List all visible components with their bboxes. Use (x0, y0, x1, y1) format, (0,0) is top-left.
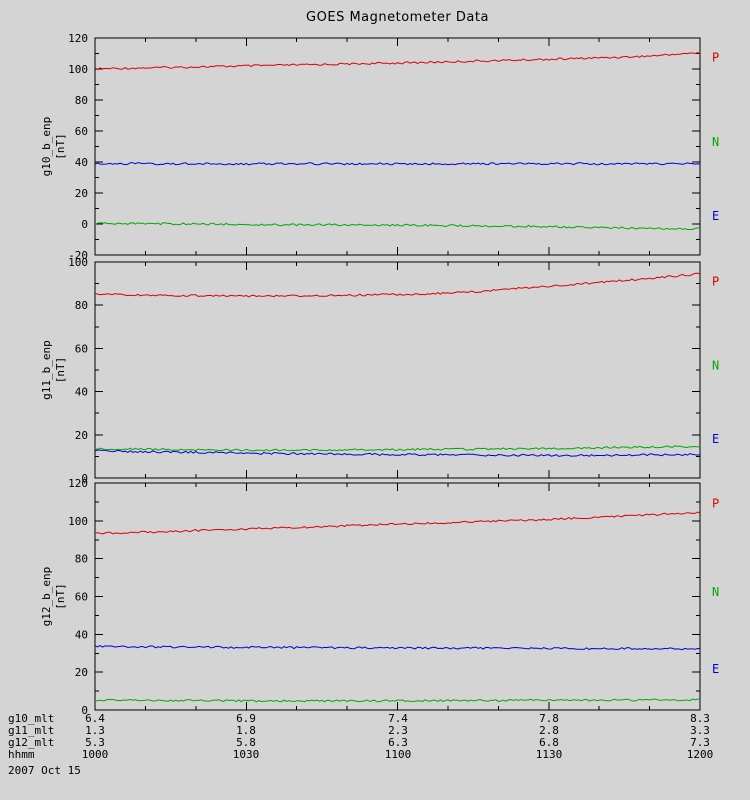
series-label-g12-E: E (712, 662, 719, 676)
footer-row-label: g11_mlt (8, 724, 55, 737)
series-label-g11-E: E (712, 432, 719, 446)
series-line-g12-E (94, 645, 701, 651)
footer-row-g12-mlt: g12_mlt 5.3 5.8 6.3 6.8 7.3 (0, 736, 750, 749)
footer-value: 7.3 (690, 736, 710, 749)
series-label-g12-N: N (712, 585, 719, 599)
series-line-g10-P (94, 52, 701, 71)
y-tick-label: 120 (68, 32, 88, 45)
footer-value: 3.3 (690, 724, 710, 737)
footer-value: 5.8 (236, 736, 256, 749)
y-tick-label: 100 (68, 256, 88, 269)
series-line-g11-P (94, 272, 701, 298)
plot-title: GOES Magnetometer Data (306, 10, 489, 25)
footer-value: 2.3 (388, 724, 408, 737)
x-tick-label: 1100 (384, 748, 412, 761)
y-tick-label: 80 (75, 553, 88, 566)
series-label-g10-N: N (712, 135, 719, 149)
footer-row-g11-mlt: g11_mlt 1.3 1.8 2.3 2.8 3.3 (0, 724, 750, 737)
footer-value: 6.8 (539, 736, 559, 749)
footer-value: 6.3 (388, 736, 408, 749)
panel-g11: 0 20 40 60 80 100 g11_b_enp [nT] P N E (40, 256, 719, 485)
y-axis-unit: [nT] (54, 583, 67, 610)
series-label-g10-E: E (712, 209, 719, 223)
series-line-g11-E (94, 449, 701, 457)
footer-value: 6.9 (236, 712, 256, 725)
footer-row-g10-mlt: g10_mlt 6.4 6.9 7.4 7.8 8.3 (0, 712, 750, 725)
footer-value: 7.4 (388, 712, 408, 725)
series-label-g11-P: P (712, 274, 719, 288)
panel-axes (94, 482, 701, 711)
date-label: 2007 Oct 15 (8, 764, 81, 777)
x-tick-label: 1030 (232, 748, 260, 761)
footer-row-label: g10_mlt (8, 712, 55, 725)
footer-value: 2.8 (539, 724, 559, 737)
y-tick-label: 0 (81, 472, 88, 485)
footer-value: 7.8 (539, 712, 559, 725)
footer-value: 5.3 (85, 736, 105, 749)
y-tick-label: 20 (75, 666, 88, 679)
series-line-g12-P (94, 511, 701, 535)
y-tick-label: 100 (68, 515, 88, 528)
y-tick-label: 60 (75, 125, 88, 138)
y-axis-unit: [nT] (54, 133, 67, 160)
y-axis-label: g12_b_enp (40, 567, 53, 627)
panel-g10: -20 0 20 40 60 80 100 120 g10_b_enp [nT] P N E (40, 32, 719, 262)
y-tick-label: -20 (68, 249, 88, 262)
y-tick-label: 60 (75, 342, 88, 355)
panel-g12: 0 20 40 60 80 100 120 g12_b_enp [nT] P N E (40, 477, 719, 717)
y-tick-label: 20 (75, 429, 88, 442)
panel-axes (94, 37, 701, 256)
y-tick-label: 100 (68, 63, 88, 76)
y-tick-label: 0 (81, 218, 88, 231)
series-line-g12-N (94, 698, 701, 703)
footer-value: 8.3 (690, 712, 710, 725)
series-label-g12-P: P (712, 496, 719, 510)
y-axis-label: g11_b_enp (40, 340, 53, 400)
y-axis-label: g10_b_enp (40, 117, 53, 177)
footer-value: 1.8 (236, 724, 256, 737)
y-tick-label: 20 (75, 187, 88, 200)
y-tick-label: 0 (81, 704, 88, 717)
y-tick-label: 80 (75, 299, 88, 312)
y-axis-unit: [nT] (54, 357, 67, 384)
x-tick-label: 1200 (686, 748, 714, 761)
series-line-g11-N (94, 445, 701, 452)
footer-row-label: g12_mlt (8, 736, 55, 749)
y-tick-label: 40 (75, 628, 88, 641)
panel-axes (94, 261, 701, 479)
series-label-g10-P: P (712, 51, 719, 65)
series-line-g10-E (94, 162, 701, 166)
series-line-g10-N (94, 222, 701, 231)
y-tick-label: 80 (75, 94, 88, 107)
footer-row-label: hhmm (8, 748, 35, 761)
footer-value: 1.3 (85, 724, 105, 737)
y-tick-label: 40 (75, 156, 88, 169)
y-tick-label: 40 (75, 386, 88, 399)
x-tick-label: 1000 (81, 748, 109, 761)
series-label-g11-N: N (712, 359, 719, 373)
footer-row-date: 2007 Oct 15 (0, 764, 750, 777)
x-tick-label: 1130 (535, 748, 563, 761)
footer-row-hhmm: hhmm 1000 1030 1100 1130 1200 (0, 748, 750, 761)
y-tick-label: 120 (68, 477, 88, 490)
footer-value: 6.4 (85, 712, 105, 725)
y-tick-label: 60 (75, 591, 88, 604)
